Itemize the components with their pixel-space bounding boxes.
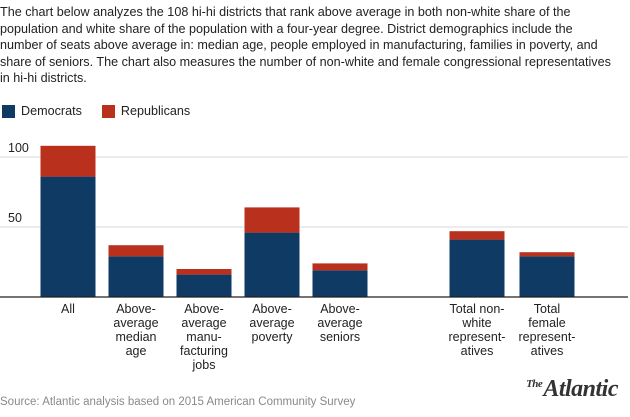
legend-swatch-democrats <box>2 104 15 118</box>
logo-prefix: The <box>526 378 543 390</box>
bar-democrats-4 <box>312 270 368 297</box>
bar-democrats-5 <box>449 239 505 297</box>
y-tick-label-50: 50 <box>8 211 22 225</box>
x-tick-label-4: Above-average seniors <box>317 302 362 344</box>
x-tick-label-2: Above-average manu-facturing jobs <box>180 302 228 372</box>
bar-republicans-5 <box>449 231 505 240</box>
chart-description: The chart below analyzes the 108 hi-hi d… <box>0 5 611 85</box>
bar-democrats-0 <box>40 176 96 297</box>
publisher-logo: TheAtlantic <box>526 376 618 403</box>
legend-label-republicans: Republicans <box>120 104 191 118</box>
chart-legend: Democrats Republicans <box>2 104 190 118</box>
x-tick-label-3: Above-average poverty <box>249 302 294 344</box>
bar-republicans-6 <box>519 252 575 257</box>
x-tick-label-0: All <box>61 302 75 316</box>
stacked-bar-chart: 50 100 All Above-average median age Above-aver… <box>0 141 628 372</box>
bar-republicans-0 <box>40 145 96 177</box>
legend-label-democrats: Democrats <box>21 104 82 118</box>
bar-democrats-1 <box>108 256 164 297</box>
legend-swatch-republicans <box>101 104 115 118</box>
bar-democrats-3 <box>244 232 300 297</box>
x-tick-label-1: Above-average median age <box>113 302 158 358</box>
x-tick-label-6: Total female represent-atives <box>519 302 576 358</box>
bar-democrats-2 <box>176 274 232 297</box>
legend-item-democrats: Democrats <box>2 104 82 118</box>
bar-republicans-4 <box>312 263 368 271</box>
bar-republicans-2 <box>176 269 232 275</box>
bar-republicans-1 <box>108 245 164 257</box>
y-tick-label-100: 100 <box>8 141 29 155</box>
source-note: Source: Atlantic analysis based on 2015 … <box>0 396 356 408</box>
legend-item-republicans: Republicans <box>101 104 191 118</box>
bar-democrats-6 <box>519 256 575 297</box>
bar-republicans-3 <box>244 207 300 233</box>
logo-name: Atlantic <box>543 376 618 402</box>
x-tick-label-5: Total non-white represent-atives <box>449 302 506 358</box>
